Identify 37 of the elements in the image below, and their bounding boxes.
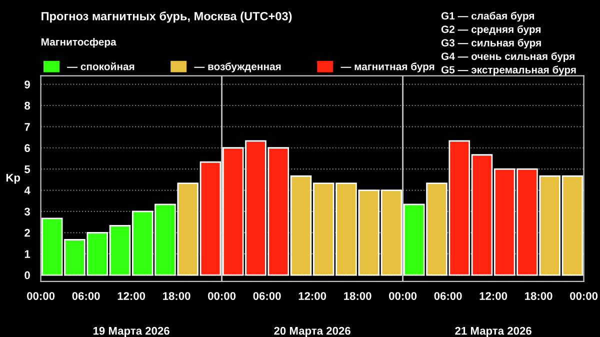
y-tick-label: 9 [24, 80, 30, 88]
y-tick-label: 5 [24, 165, 30, 174]
y-tick-label: 6 [24, 144, 30, 152]
chart-title: Прогноз магнитных бурь, Москва (UTC+03) [42, 12, 292, 23]
legend-label: — возбужденная [194, 62, 281, 72]
y-tick-label: 8 [24, 102, 30, 110]
x-tick-label: 00:00 [208, 292, 236, 300]
y-tick-label: 7 [24, 123, 30, 131]
y-tick-label: 0 [24, 271, 30, 280]
y-axis-title: Kp [6, 174, 20, 184]
x-tick-label: 00:00 [27, 292, 55, 300]
text: 19 Марта 2026 [93, 326, 170, 337]
x-tick-label: 06:00 [434, 292, 462, 300]
legend-title: Магнитосфера [41, 38, 116, 48]
y-tick-label: 1 [24, 250, 30, 258]
x-tick-label: 06:00 [72, 292, 100, 300]
x-tick-label: 00:00 [570, 292, 598, 300]
legend-label: — спокойная [67, 62, 134, 70]
text: G3 — сильная буря [441, 38, 541, 49]
x-tick-label: 00:00 [389, 292, 417, 300]
legend-label: — магнитная буря [340, 62, 434, 72]
text: G2 — средняя буря [441, 25, 541, 36]
x-tick-label: 18:00 [344, 292, 372, 300]
x-tick-label: 12:00 [480, 292, 508, 300]
x-tick-label: 12:00 [298, 292, 326, 300]
x-tick-label: 18:00 [163, 292, 190, 300]
y-tick-label: 3 [24, 208, 30, 216]
text: G4 — очень сильная буря [441, 52, 574, 62]
x-tick-label: 12:00 [118, 292, 146, 300]
y-tick-label: 2 [24, 228, 30, 237]
y-tick-label: 4 [24, 186, 30, 194]
text: 20 Марта 2026 [274, 326, 350, 337]
x-tick-label: 18:00 [525, 292, 552, 300]
x-tick-label: 06:00 [253, 292, 281, 300]
text: 21 Марта 2026 [455, 326, 532, 337]
text: G5 — экстремальная буря [441, 66, 576, 76]
text: G1 — слабая буря [441, 12, 534, 22]
